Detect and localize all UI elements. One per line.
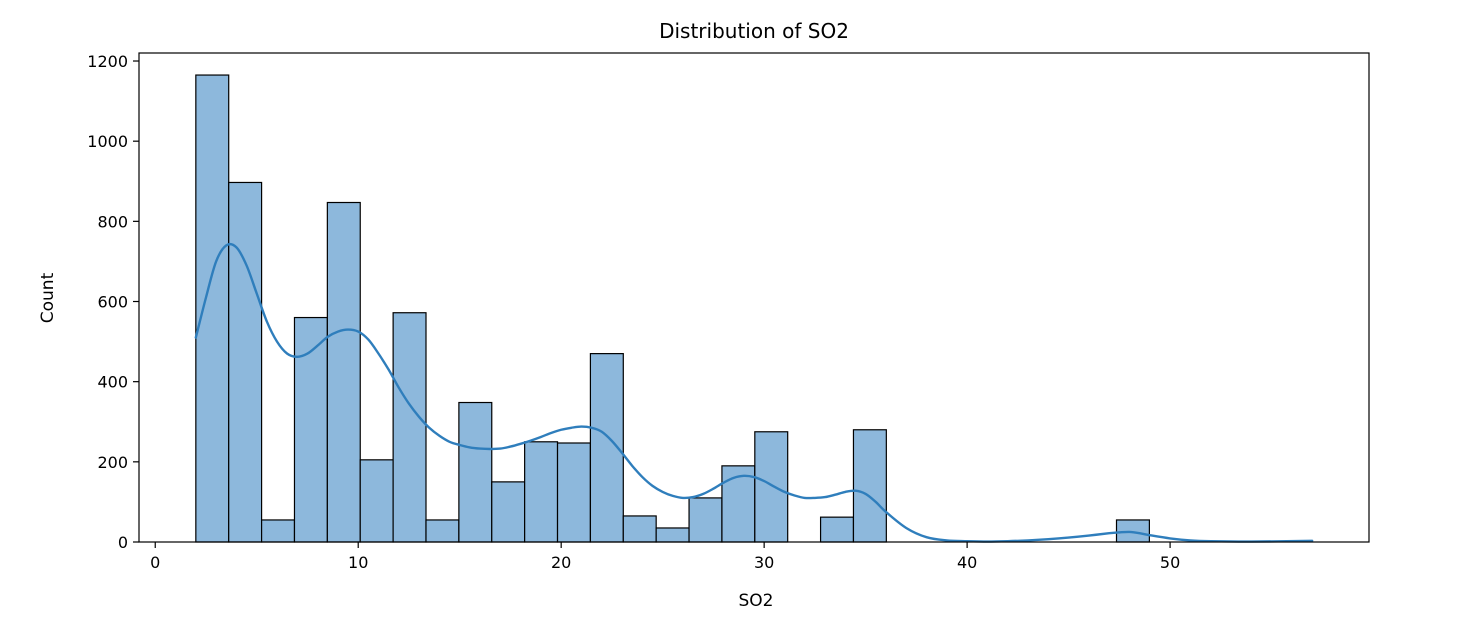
histogram-bar-18 [754,431,789,543]
histogram-bar-5 [326,201,361,543]
histogram-bar-16 [688,497,723,543]
histogram-bar-1 [195,74,230,543]
histogram-bar-4 [293,316,328,543]
histogram-bar-6 [359,459,394,543]
histogram-bar-8 [425,519,460,543]
y-tick-label: 0 [118,533,128,552]
y-axis-ticks: 0 200 400 600 800 1000 1200 [87,52,139,552]
histogram-bar-21 [1115,519,1150,543]
histogram-bars [195,74,1150,543]
histogram-bar-7 [392,312,427,543]
x-tick-label: 50 [1160,553,1180,572]
chart-title: Distribution of SO2 [659,19,849,43]
x-tick-label: 20 [551,553,571,572]
y-tick-label: 200 [97,453,128,472]
y-tick-label: 400 [97,373,128,392]
y-tick-label: 800 [97,212,128,231]
histogram-bar-2 [228,181,263,543]
histogram-bar-14 [622,515,657,543]
y-tick-label: 1000 [87,132,128,151]
histogram-bar-15 [655,527,690,543]
x-axis-label: SO2 [739,591,774,611]
histogram-bar-19 [819,516,855,543]
histogram-bar-3 [260,519,296,543]
histogram-bar-20 [852,429,887,543]
histogram-bar-9 [458,401,493,543]
y-axis-label: Count [38,272,58,323]
histogram-bar-12 [556,442,592,543]
y-tick-label: 1200 [87,52,128,71]
x-tick-label: 10 [348,553,368,572]
histogram-bar-11 [524,441,559,543]
x-axis-ticks: 0 10 20 30 40 50 [150,542,1180,572]
plot-area-frame [138,52,1370,543]
x-tick-label: 30 [754,553,774,572]
x-tick-label: 40 [957,553,977,572]
y-tick-label: 600 [97,293,128,312]
x-tick-label: 0 [150,553,160,572]
histogram-bar-10 [491,481,526,543]
